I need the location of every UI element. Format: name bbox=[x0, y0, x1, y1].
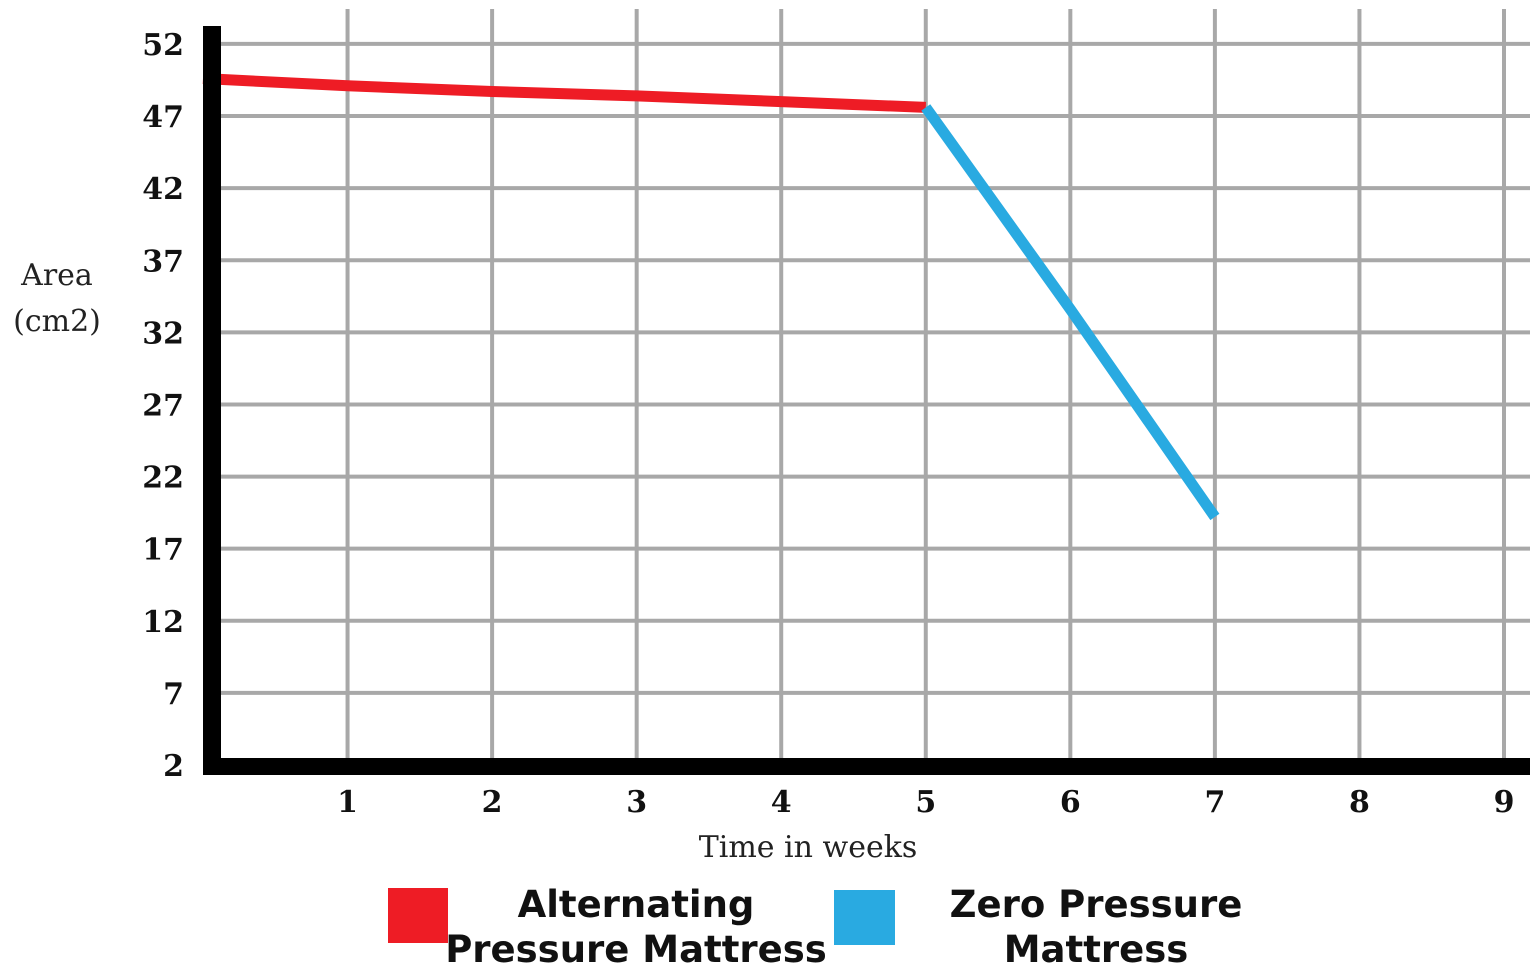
series-lines bbox=[202, 73, 1220, 521]
y-axis-line bbox=[203, 26, 221, 774]
y-tick-label: 47 bbox=[142, 100, 184, 135]
x-axis-line bbox=[203, 758, 1530, 775]
grid bbox=[221, 9, 1530, 758]
x-tick-label: 6 bbox=[1060, 785, 1081, 820]
y-tick-label: 52 bbox=[142, 28, 184, 63]
x-tick-label: 4 bbox=[771, 785, 792, 820]
y-tick-label: 32 bbox=[142, 316, 184, 351]
series-line-1 bbox=[921, 104, 1220, 521]
y-tick-label: 17 bbox=[142, 533, 184, 568]
x-tick-label: 8 bbox=[1349, 785, 1370, 820]
x-axis-label: Time in weeks bbox=[699, 830, 918, 865]
y-tick-label: 37 bbox=[142, 244, 184, 279]
y-axis-label-line: (cm2) bbox=[13, 304, 101, 339]
y-tick-label: 22 bbox=[142, 461, 184, 496]
x-tick-label: 5 bbox=[915, 785, 936, 820]
y-axis-label-line: Area bbox=[20, 258, 93, 293]
y-tick-label: 27 bbox=[142, 388, 184, 423]
x-tick-labels: 1 2 3 4 5 6 7 8 9 bbox=[337, 785, 1514, 820]
legend-label-alternating: Alternating Pressure Mattress bbox=[445, 883, 827, 968]
x-tick-label: 1 bbox=[337, 785, 358, 820]
legend-swatch-zero-pressure bbox=[834, 890, 895, 945]
legend-swatch-alternating bbox=[388, 888, 448, 943]
legend-label-zero-pressure: Zero Pressure Mattress bbox=[950, 883, 1243, 968]
x-tick-label: 9 bbox=[1494, 785, 1515, 820]
legend: Alternating Pressure Mattress Zero Pressu… bbox=[388, 883, 1242, 968]
legend-label-line: Pressure Mattress bbox=[445, 928, 827, 968]
axes bbox=[203, 26, 1530, 775]
x-tick-label: 7 bbox=[1204, 785, 1225, 820]
y-tick-label: 2 bbox=[163, 749, 184, 784]
y-tick-label: 7 bbox=[163, 677, 184, 712]
y-axis-label: Area (cm2) bbox=[13, 258, 101, 339]
y-tick-label: 12 bbox=[142, 605, 184, 640]
x-tick-label: 2 bbox=[482, 785, 503, 820]
legend-label-line: Alternating bbox=[518, 883, 755, 926]
legend-label-line: Zero Pressure bbox=[950, 883, 1243, 926]
y-tick-label: 42 bbox=[142, 172, 184, 207]
legend-label-line: Mattress bbox=[1004, 928, 1189, 968]
series-line-0 bbox=[202, 73, 926, 113]
x-tick-label: 3 bbox=[626, 785, 647, 820]
